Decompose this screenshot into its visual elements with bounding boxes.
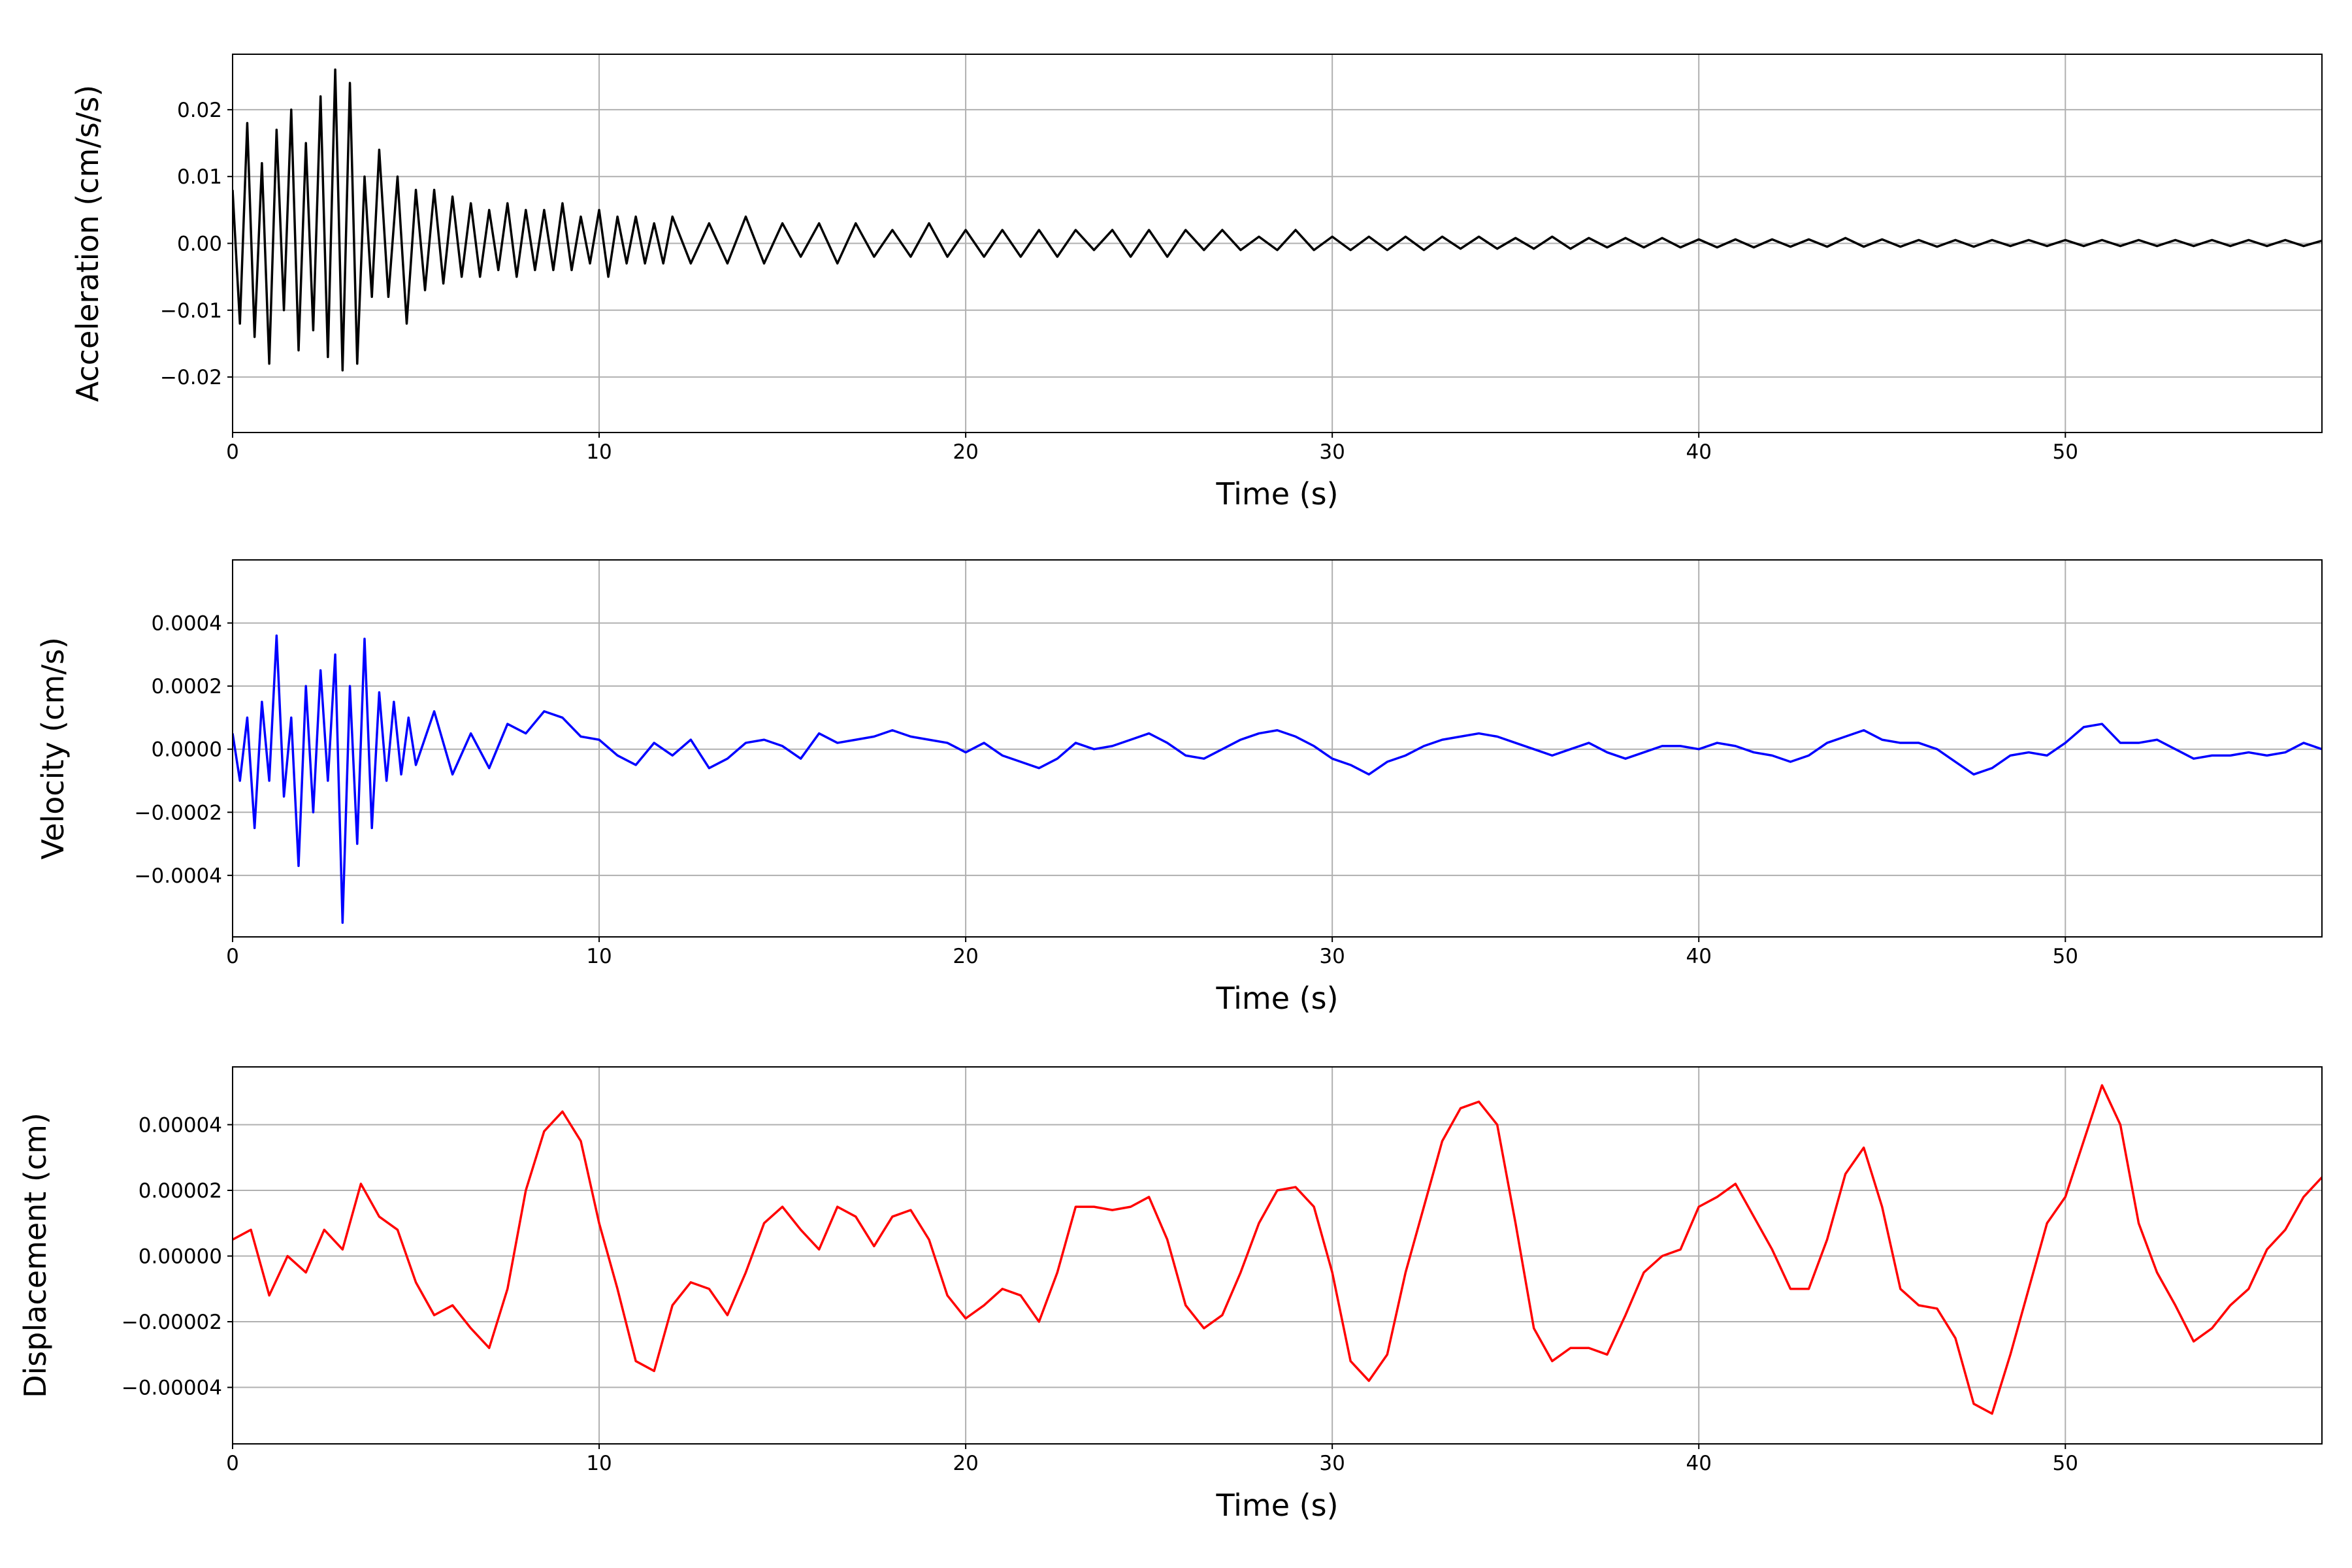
x-axis-label: Time (s) <box>1215 981 1338 1016</box>
plot-area <box>233 68 2322 372</box>
plot-area <box>233 634 2322 924</box>
x-tick-label: 30 <box>1319 945 1345 968</box>
y-tick-label: −0.02 <box>160 366 222 389</box>
data-line <box>233 634 2322 924</box>
data-line <box>233 1084 2322 1415</box>
x-tick-label: 10 <box>586 1452 612 1475</box>
subplot: 0 10 20 30 40 50 −0.02 −0.01 0.00 0.01 0.02 Time (s… <box>70 54 2323 512</box>
x-tick-label: 0 <box>226 440 239 464</box>
y-axis-label: Displacement (cm) <box>18 1113 53 1398</box>
y-tick-label: 0.02 <box>177 99 222 122</box>
x-tick-label: 10 <box>586 440 612 464</box>
y-tick-label: −0.0004 <box>135 864 222 888</box>
y-axis-label: Acceleration (cm/s/s) <box>70 85 105 402</box>
x-tick-label: 30 <box>1319 1452 1345 1475</box>
x-tick-label: 20 <box>953 440 978 464</box>
x-tick-label: 40 <box>1686 945 1711 968</box>
y-tick-label: 0.0002 <box>152 675 222 698</box>
axes-frame <box>232 1066 2323 1445</box>
x-tick-label: 40 <box>1686 440 1711 464</box>
y-tick-label: 0.0004 <box>152 612 222 636</box>
y-tick-label: 0.01 <box>177 165 222 189</box>
x-tick-label: 50 <box>2053 440 2078 464</box>
axes-frame <box>232 559 2323 938</box>
y-tick-label: 0.00002 <box>139 1179 222 1203</box>
y-tick-label: −0.00002 <box>122 1311 222 1334</box>
x-tick-label: 20 <box>953 945 978 968</box>
x-tick-label: 40 <box>1686 1452 1711 1475</box>
axes-frame <box>232 54 2323 433</box>
y-tick-label: 0.0000 <box>152 738 222 762</box>
x-tick-label: 20 <box>953 1452 978 1475</box>
x-tick-label: 50 <box>2053 945 2078 968</box>
x-tick-label: 10 <box>586 945 612 968</box>
x-tick-label: 50 <box>2053 1452 2078 1475</box>
y-axis-label: Velocity (cm/s) <box>35 637 71 860</box>
x-axis-label: Time (s) <box>1215 1488 1338 1523</box>
x-tick-label: 30 <box>1319 440 1345 464</box>
y-tick-label: −0.01 <box>160 299 222 323</box>
plot-area <box>233 1084 2322 1415</box>
data-line <box>233 68 2322 372</box>
subplot: 0 10 20 30 40 50 −0.00004 −0.00002 0.00000 0.0000… <box>18 1066 2323 1523</box>
x-axis-label: Time (s) <box>1215 476 1338 512</box>
y-tick-label: 0.00000 <box>139 1245 222 1269</box>
y-tick-label: −0.00004 <box>122 1377 222 1400</box>
y-tick-label: −0.0002 <box>135 801 222 825</box>
y-tick-label: 0.00004 <box>139 1113 222 1137</box>
subplot: 0 10 20 30 40 50 −0.0004 −0.0002 0.0000 0.0002 0.0… <box>35 559 2323 1016</box>
y-tick-label: 0.00 <box>177 233 222 256</box>
x-tick-label: 0 <box>226 1452 239 1475</box>
x-tick-label: 0 <box>226 945 239 968</box>
